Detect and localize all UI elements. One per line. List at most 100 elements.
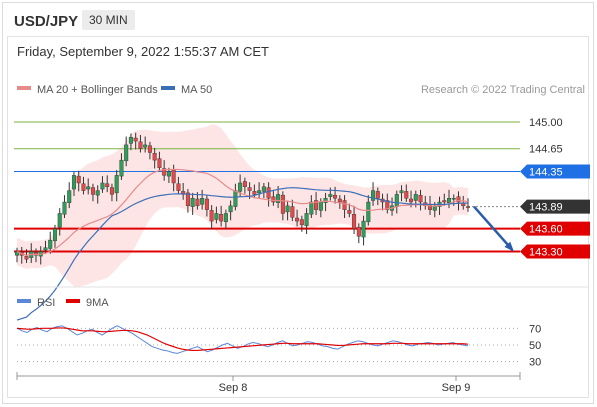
chart-panel bbox=[7, 36, 589, 398]
candle-body bbox=[309, 201, 314, 215]
candle-body bbox=[133, 137, 138, 142]
candle-body bbox=[280, 194, 285, 214]
candle-body bbox=[209, 210, 214, 222]
candle-body bbox=[119, 159, 124, 177]
level-label-145-00: 145.00 bbox=[529, 117, 563, 129]
level-tag-143-60: 143.60 bbox=[520, 221, 590, 236]
candle-body bbox=[375, 191, 380, 199]
candle-body bbox=[195, 198, 200, 207]
rsi-level-label-70: 70 bbox=[529, 323, 541, 335]
candle-body bbox=[190, 198, 195, 207]
chart-datetime: Friday, September 9, 2022 1:55:37 AM CET bbox=[17, 44, 269, 59]
rsi-ma-line bbox=[16, 327, 469, 352]
candle-body bbox=[152, 153, 157, 161]
candle-body bbox=[124, 144, 129, 162]
candle-body bbox=[114, 175, 119, 194]
candle-body bbox=[223, 213, 228, 223]
candle-body bbox=[242, 181, 247, 187]
candle-body bbox=[456, 196, 461, 203]
candle-body bbox=[347, 210, 352, 214]
candle-body bbox=[147, 145, 152, 153]
legend-ma50-label: MA 50 bbox=[181, 84, 212, 96]
candle-body bbox=[261, 186, 266, 192]
candle-body bbox=[86, 186, 91, 190]
legend-9ma-label: 9MA bbox=[86, 297, 109, 309]
x-tick-label: Sep 8 bbox=[219, 382, 248, 394]
rsi-line bbox=[16, 325, 469, 354]
candle-body bbox=[333, 194, 338, 199]
forecast-arrow-shaft bbox=[473, 205, 513, 251]
candle-body bbox=[413, 194, 418, 201]
candle-body bbox=[276, 194, 281, 203]
legend-ma50-swatch bbox=[161, 86, 175, 90]
candle-body bbox=[24, 255, 29, 260]
candle-body bbox=[109, 187, 114, 195]
level-tag-143-30: 143.30 bbox=[520, 244, 590, 259]
x-tick-label: Sep 9 bbox=[442, 382, 471, 394]
candle-body bbox=[204, 198, 209, 210]
symbol-title: USD/JPY bbox=[14, 13, 79, 30]
candle-body bbox=[257, 190, 262, 194]
legend-rsi-swatch bbox=[17, 299, 31, 303]
candle-body bbox=[266, 187, 271, 199]
candle-body bbox=[143, 144, 148, 148]
candle-body bbox=[228, 205, 233, 213]
ma50-line bbox=[16, 187, 469, 321]
level-tag-label: 143.89 bbox=[529, 202, 563, 214]
candle-body bbox=[442, 200, 447, 203]
copyright-note: Research © 2022 Trading Central bbox=[421, 84, 585, 96]
candle-body bbox=[361, 220, 366, 238]
candle-body bbox=[404, 191, 409, 199]
level-tag-bg bbox=[520, 244, 590, 259]
candle-body bbox=[328, 194, 333, 197]
candle-body bbox=[43, 247, 48, 251]
candle-body bbox=[466, 206, 471, 208]
level-tag-bg bbox=[520, 221, 590, 236]
candle-body bbox=[185, 192, 190, 207]
candle-body bbox=[166, 171, 171, 177]
candle-body bbox=[323, 198, 328, 203]
candle-body bbox=[356, 226, 361, 237]
ma20-line bbox=[16, 168, 469, 256]
level-tag-bg bbox=[520, 164, 590, 179]
candle-body bbox=[57, 213, 62, 228]
candle-body bbox=[219, 214, 224, 222]
level-label-144-65: 144.65 bbox=[529, 144, 563, 156]
candle-body bbox=[285, 205, 290, 213]
candle-body bbox=[76, 175, 81, 184]
candle-body bbox=[295, 217, 300, 222]
candle-body bbox=[418, 194, 423, 203]
candle-body bbox=[399, 190, 404, 194]
candle-body bbox=[81, 183, 86, 191]
candle-body bbox=[385, 200, 390, 210]
candle-body bbox=[100, 182, 105, 190]
candle-body bbox=[314, 200, 319, 210]
candle-body bbox=[214, 213, 219, 220]
candle-body bbox=[157, 158, 162, 168]
candle-body bbox=[200, 198, 205, 205]
candle-body bbox=[409, 198, 414, 203]
level-tag-label: 143.30 bbox=[529, 247, 563, 259]
candle-body bbox=[371, 190, 376, 201]
candle-body bbox=[90, 187, 95, 195]
candle-body bbox=[48, 239, 53, 249]
candle-body bbox=[105, 183, 110, 187]
candle-body bbox=[128, 137, 133, 144]
candle-body bbox=[271, 196, 276, 203]
candle-body bbox=[318, 201, 323, 211]
candle-body bbox=[337, 198, 342, 203]
rsi-level-label-30: 30 bbox=[529, 357, 541, 369]
candle-body bbox=[304, 213, 309, 226]
timeframe-badge[interactable]: 30 MIN bbox=[82, 10, 135, 30]
candle-body bbox=[67, 190, 72, 203]
candle-body bbox=[299, 219, 304, 226]
candle-body bbox=[176, 183, 181, 191]
level-tag-label: 143.60 bbox=[529, 224, 563, 236]
level-tag-bg bbox=[520, 199, 590, 214]
legend-ma20-swatch bbox=[17, 86, 31, 90]
forecast-arrow-head bbox=[504, 241, 514, 252]
candle-body bbox=[447, 198, 452, 203]
candle-body bbox=[394, 194, 399, 207]
